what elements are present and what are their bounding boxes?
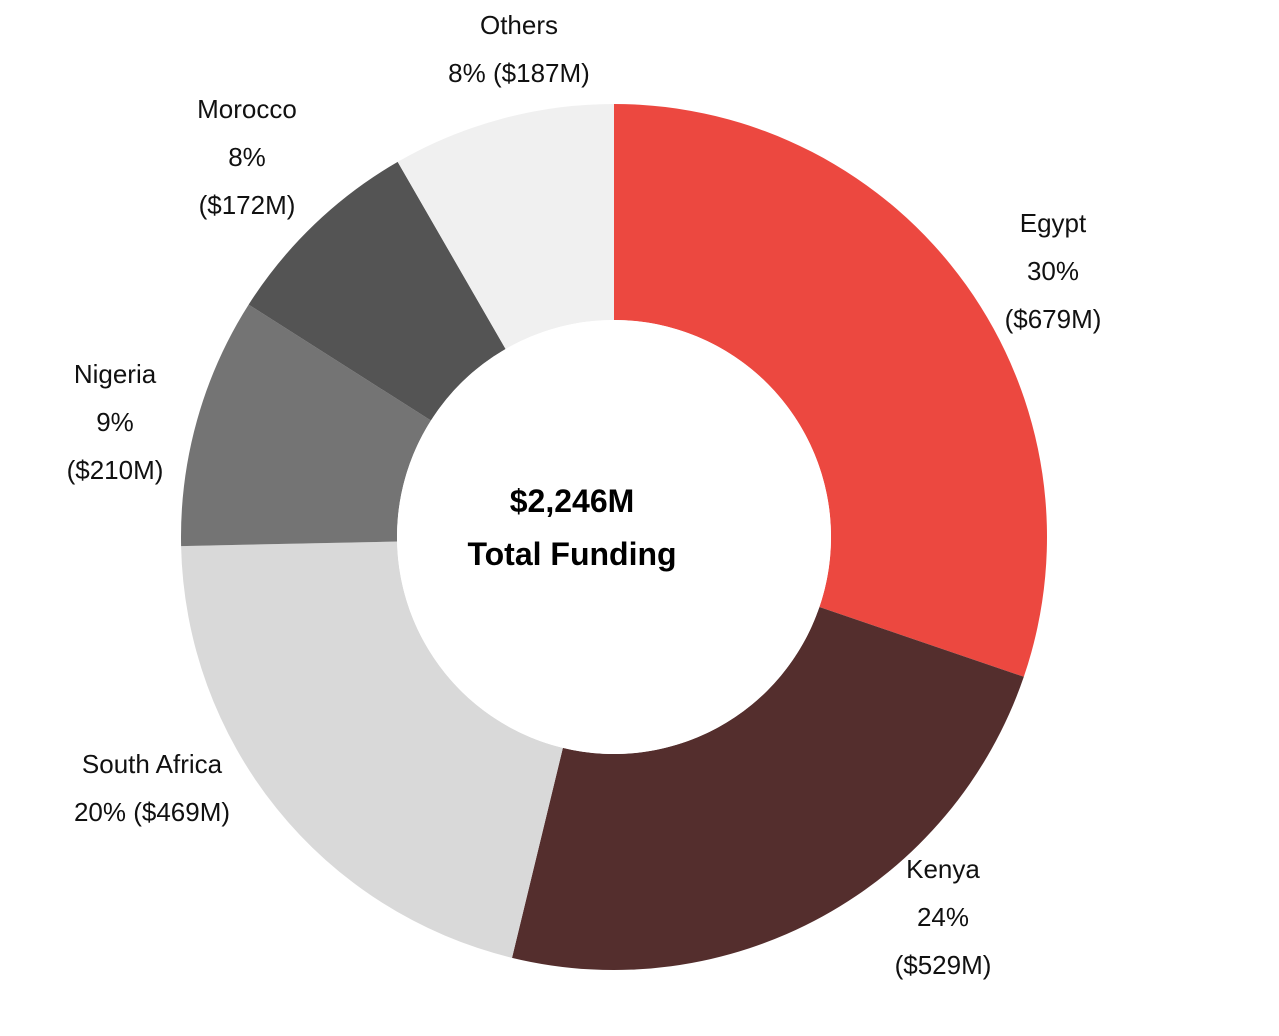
slice-label-others: Others 8% ($187M) [448,10,590,88]
slice-name: Morocco [197,94,297,124]
slice-name: South Africa [82,749,223,779]
slice-south-africa [181,541,563,958]
center-value: $2,246M [510,483,635,519]
slice-percent: 9% [96,407,134,437]
slice-others [397,104,614,350]
slice-name: Others [480,10,558,40]
slice-label-egypt: Egypt 30% ($679M) [1005,208,1102,334]
slice-value: ($172M) [199,190,296,220]
center-label: Total Funding [467,536,676,572]
slice-egypt [614,104,1047,677]
slice-kenya [512,607,1024,970]
slice-morocco [248,161,506,421]
slice-percent-value: 20% ($469M) [74,797,230,827]
slice-percent-value: 8% ($187M) [448,58,590,88]
slice-value: ($210M) [67,455,164,485]
slice-value: ($529M) [895,950,992,980]
slice-label-morocco: Morocco 8% ($172M) [197,94,297,220]
slice-percent: 30% [1027,256,1079,286]
slice-label-south-africa: South Africa 20% ($469M) [74,749,230,827]
donut-hole [397,320,831,754]
slices-layer [181,104,1047,970]
slice-name: Egypt [1020,208,1087,238]
slice-percent: 8% [228,142,266,172]
slice-percent: 24% [917,902,969,932]
slice-label-nigeria: Nigeria 9% ($210M) [67,359,164,485]
slice-label-kenya: Kenya 24% ($529M) [895,854,992,980]
slice-name: Kenya [906,854,980,884]
slice-name: Nigeria [74,359,157,389]
slice-value: ($679M) [1005,304,1102,334]
slice-nigeria [181,304,431,547]
